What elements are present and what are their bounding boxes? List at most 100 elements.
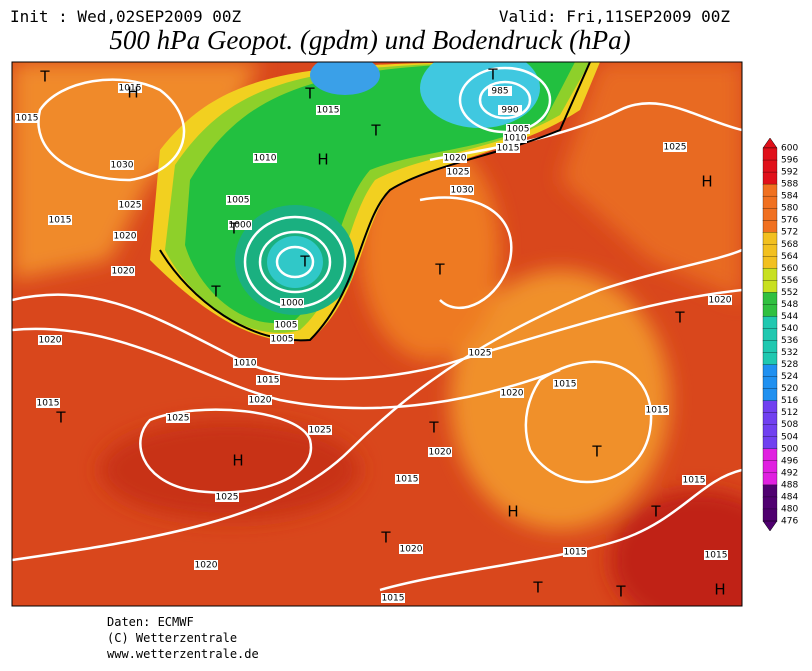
- isobar-label: 1015: [705, 551, 728, 561]
- isobar-label: 1025: [469, 349, 492, 359]
- isobar-label: 1000: [229, 221, 252, 231]
- isobar-label: 1005: [507, 125, 530, 135]
- isobar-label-bg: [256, 375, 280, 385]
- colorbar-label: 524: [781, 372, 798, 382]
- isobar-label-bg: [563, 547, 587, 557]
- colorbar-band: [762, 352, 778, 366]
- title: 500 hPa Geopot. (gpdm) und Bodendruck (h…: [109, 25, 630, 55]
- isobar-label-bg: [506, 124, 530, 134]
- isobar-label-bg: [118, 200, 142, 210]
- colorbar-band: [762, 268, 778, 282]
- isobar-label: 1015: [646, 406, 669, 416]
- colorbar-label: 488: [781, 480, 798, 490]
- colorbar-label: 560: [781, 264, 798, 274]
- isobar-label: 1005: [275, 321, 298, 331]
- isobar-label: 1015: [396, 475, 419, 485]
- isobar-label-bg: [316, 105, 340, 115]
- isobar-label: 1010: [254, 154, 277, 164]
- pressure-center: T: [615, 583, 626, 601]
- isobar-label-bg: [280, 298, 304, 308]
- colorbar-label: 512: [781, 408, 798, 418]
- pressure-center: H: [127, 84, 138, 102]
- isobar-label-bg: [488, 86, 512, 96]
- colorbar-label: 520: [781, 384, 798, 394]
- colorbar-band: [762, 364, 778, 378]
- colorbar-band: [762, 220, 778, 233]
- colorbar-band: [762, 292, 778, 306]
- isobar-label-bg: [428, 447, 452, 457]
- colorbar-label: 476: [781, 517, 798, 527]
- colorbar-band: [762, 508, 778, 522]
- colorbar-band: [762, 280, 778, 294]
- isobar-label: 990: [501, 106, 518, 116]
- isobar-label: 1025: [447, 168, 470, 178]
- pressure-center: H: [317, 151, 328, 169]
- isobar-label: 985: [491, 87, 508, 97]
- isobar-label: 1020: [195, 561, 218, 571]
- colorbar-label: 580: [781, 204, 798, 214]
- colorbar-label: 576: [781, 216, 798, 226]
- isobar-label-bg: [708, 295, 732, 305]
- isobar-label-bg: [450, 185, 474, 195]
- colorbar-band: [762, 376, 778, 390]
- colorbar-label: 528: [781, 360, 798, 370]
- colorbar-band: [762, 424, 778, 438]
- isobar-label-bg: [704, 550, 728, 560]
- pressure-center: T: [428, 419, 439, 437]
- colorbar-label: 516: [781, 396, 798, 406]
- isobar-label: 1030: [451, 186, 474, 196]
- colorbar-label: 548: [781, 300, 798, 310]
- init-time: Init : Wed,02SEP2009 00Z: [10, 7, 242, 26]
- pressure-center: T: [650, 503, 661, 521]
- pressure-center: T: [304, 85, 315, 103]
- colorbar-label: 544: [781, 312, 798, 322]
- colorbar-label: 572: [781, 228, 798, 238]
- isobar-label: 1015: [497, 144, 520, 154]
- isobar-label: 1015: [683, 476, 706, 486]
- colorbar-label: 540: [781, 324, 798, 334]
- isobar-label-bg: [381, 593, 405, 603]
- colorbar-label: 496: [781, 456, 798, 466]
- pressure-center: T: [591, 443, 602, 461]
- isobar-label-bg: [166, 413, 190, 423]
- isobar-label-bg: [226, 195, 250, 205]
- footer-copyright: (C) Wetterzentrale: [107, 631, 237, 645]
- isobar-label-bg: [36, 398, 60, 408]
- isobar-label-bg: [215, 492, 239, 502]
- pressure-center: H: [701, 173, 712, 191]
- isobar-label-bg: [248, 395, 272, 405]
- isobar-label: 1025: [167, 414, 190, 424]
- isobar-label: 1015: [382, 594, 405, 604]
- isobar-label-bg: [15, 113, 39, 123]
- footer-url: www.wetterzentrale.de: [107, 647, 259, 661]
- isobar-label: 1025: [216, 493, 239, 503]
- colorbar-band: [762, 340, 778, 354]
- pressure-center: H: [507, 503, 518, 521]
- isobar-label-bg: [270, 334, 294, 344]
- isobar-label-bg: [253, 153, 277, 163]
- pressure-center: T: [434, 261, 445, 279]
- colorbar-label: 588: [781, 180, 798, 190]
- colorbar-label: 592: [781, 168, 798, 178]
- isobar-label-bg: [110, 160, 134, 170]
- colorbar-band: [762, 412, 778, 426]
- pressure-center: T: [380, 529, 391, 547]
- isobar-label-bg: [228, 220, 252, 230]
- isobar-label-bg: [468, 348, 492, 358]
- pressure-center: T: [370, 122, 381, 140]
- colorbar-band: [762, 388, 778, 402]
- isobar-label: 1020: [501, 389, 524, 399]
- isobar-label: 1015: [49, 216, 72, 226]
- pressure-center: T: [55, 409, 66, 427]
- pressure-center: H: [714, 581, 725, 599]
- colorbar-label: 532: [781, 348, 798, 358]
- isobar-label-bg: [645, 405, 669, 415]
- isobar-label: 1015: [257, 376, 280, 386]
- isobar-label: 1010: [504, 134, 527, 144]
- colorbar-label: 552: [781, 288, 798, 298]
- isobar-label: 1015: [37, 399, 60, 409]
- pressure-center: T: [39, 68, 50, 86]
- colorbar-band: [762, 448, 778, 462]
- colorbar-band: [762, 304, 778, 318]
- colorbar-band: [762, 244, 778, 257]
